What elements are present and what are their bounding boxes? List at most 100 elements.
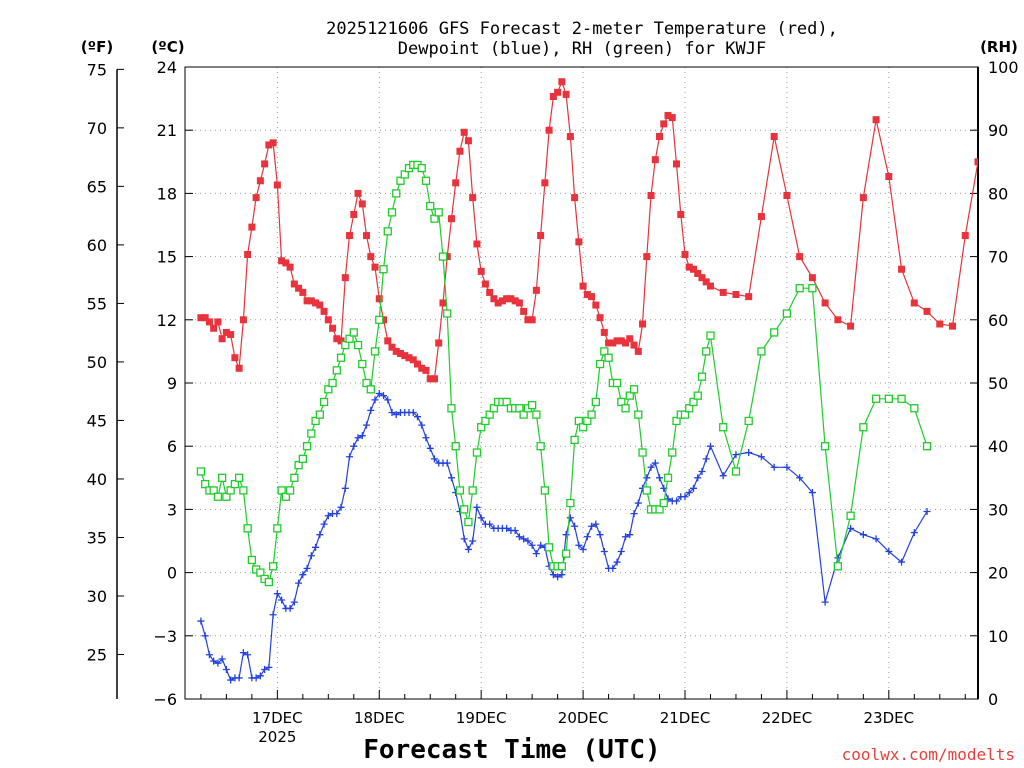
data-point (290, 598, 298, 606)
data-point (210, 324, 218, 332)
data-point (252, 194, 260, 202)
data-point (282, 259, 290, 267)
data-point (443, 253, 451, 261)
data-point (885, 548, 893, 556)
data-point (332, 366, 341, 375)
data-point (604, 353, 613, 362)
data-point (796, 253, 804, 261)
data-point (617, 397, 626, 407)
data-point (575, 541, 583, 549)
data-point (503, 295, 511, 303)
data-point (575, 238, 583, 246)
data-point (664, 495, 672, 503)
data-point (413, 413, 421, 421)
data-point (197, 617, 205, 625)
data-point (833, 562, 843, 571)
data-point (205, 651, 213, 659)
data-point (438, 252, 448, 261)
data-point (299, 571, 307, 579)
data-point (473, 240, 481, 248)
data-point (447, 215, 455, 223)
data-point (268, 562, 278, 571)
data-point (515, 404, 524, 413)
data-point (298, 454, 307, 463)
data-point (443, 459, 451, 467)
data-point (371, 396, 379, 404)
data-point (346, 232, 354, 240)
data-point (379, 265, 388, 274)
data-point (910, 404, 919, 413)
data-point (447, 474, 455, 482)
data-point (439, 299, 447, 307)
data-point (265, 663, 273, 671)
data-point (524, 316, 532, 324)
data-point (808, 284, 817, 293)
tick-labels: −6 −3 0 3 6 9 12 15 18 21 24 25 30 35 40 45 50 55 60 65 70 75… (87, 58, 1019, 746)
data-point (596, 314, 604, 322)
data-point (783, 192, 791, 200)
chart-title-line-2: Dewpoint (blue), RH (green) for KWJF (398, 39, 766, 59)
data-point (392, 347, 400, 355)
data-point (380, 316, 388, 324)
data-point (808, 274, 816, 282)
data-point (227, 676, 235, 684)
data-point (469, 537, 477, 545)
rh-tick-label: 10 (988, 627, 1008, 646)
data-point (949, 322, 957, 330)
data-point (532, 286, 540, 294)
data-point (278, 257, 286, 265)
data-point (588, 293, 596, 301)
data-point (689, 484, 697, 492)
data-point (583, 416, 592, 426)
data-point (554, 88, 562, 96)
data-point (375, 295, 383, 303)
data-point (405, 354, 413, 362)
data-point (316, 531, 324, 539)
data-point (588, 522, 596, 530)
data-point (383, 227, 392, 236)
data-point (213, 492, 223, 501)
data-point (554, 573, 562, 581)
data-point (702, 278, 710, 286)
data-point (273, 181, 281, 189)
celsius-unit-label: (ºC) (151, 38, 184, 56)
data-point (473, 503, 481, 511)
celsius-tick-label: 24 (157, 58, 177, 77)
data-point (430, 455, 438, 463)
rh-tick-label: 80 (988, 184, 1008, 203)
data-point (706, 442, 714, 450)
data-point (311, 416, 320, 426)
data-point (515, 533, 523, 541)
data-point (443, 309, 452, 318)
data-point (286, 263, 294, 271)
data-point (685, 404, 694, 413)
data-point (685, 489, 693, 497)
data-point (277, 486, 286, 495)
data-point (222, 492, 231, 501)
data-point (358, 432, 366, 440)
data-point (693, 391, 702, 400)
data-point (566, 133, 574, 141)
data-point (392, 189, 401, 198)
data-point (350, 210, 358, 218)
data-point (962, 0, 969, 7)
data-point (435, 339, 443, 347)
data-point (673, 160, 681, 168)
rh-unit-label: (RH) (980, 38, 1018, 56)
x-tick-label: 19DEC (456, 709, 507, 727)
fahrenheit-tick-label: 70 (87, 119, 107, 138)
data-point (316, 301, 324, 309)
data-point (821, 598, 829, 606)
data-point (910, 299, 918, 307)
data-point (651, 156, 659, 164)
data-series (196, 0, 978, 684)
data-point (782, 309, 792, 318)
data-point (409, 408, 417, 416)
data-point (579, 545, 587, 553)
data-point (222, 328, 230, 336)
data-point (596, 531, 604, 539)
data-point (464, 545, 472, 553)
data-point (269, 611, 277, 619)
data-point (549, 571, 557, 579)
fahrenheit-tick-label: 60 (87, 236, 107, 255)
